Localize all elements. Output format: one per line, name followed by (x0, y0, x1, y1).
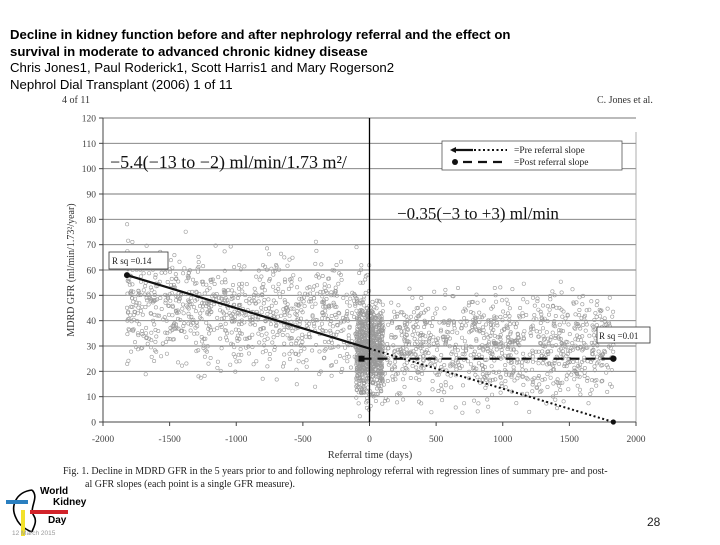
svg-text:90: 90 (87, 191, 97, 201)
paper-title-line2: survival in moderate to advanced chronic… (10, 43, 368, 59)
svg-text:1500: 1500 (560, 435, 579, 445)
svg-text:-1500: -1500 (159, 435, 181, 445)
svg-text:-2000: -2000 (92, 435, 114, 445)
caption-line1: Fig. 1. Decline in MDRD GFR in the 5 yea… (63, 466, 608, 477)
svg-text:Referral time (days): Referral time (days) (328, 450, 413, 461)
svg-text:=Post referral slope: =Post referral slope (514, 157, 588, 168)
svg-text:110: 110 (82, 140, 96, 150)
svg-text:-500: -500 (294, 435, 312, 445)
world-kidney-day-logo: World Kidney Day 12 March 2015 (2, 486, 92, 540)
svg-text:MDRD GFR (ml/min/1.73²/year): MDRD GFR (ml/min/1.73²/year) (66, 203, 77, 336)
svg-text:20: 20 (87, 368, 97, 378)
svg-text:R sq =0.14: R sq =0.14 (112, 256, 152, 266)
figure-caption: Fig. 1. Decline in MDRD GFR in the 5 yea… (63, 466, 663, 491)
svg-text:500: 500 (429, 435, 444, 445)
svg-text:R sq =0.01: R sq =0.01 (599, 331, 638, 341)
svg-text:−0.35(−3 to +3) ml/min: −0.35(−3 to +3) ml/min (397, 204, 559, 223)
svg-text:10: 10 (87, 393, 97, 403)
logo-text-world: World (40, 486, 69, 497)
svg-text:100: 100 (82, 165, 97, 175)
svg-text:0: 0 (367, 435, 372, 445)
page-header-left: 4 of 11 (62, 95, 90, 106)
svg-text:=Pre referral slope: =Pre referral slope (514, 145, 585, 156)
chart-axes: 0 10 20 30 40 50 60 70 80 90 100 110 120 -2000 -1500 -1… (66, 115, 646, 462)
kidney-logo-icon (6, 489, 68, 536)
svg-text:-1000: -1000 (225, 435, 247, 445)
svg-text:30: 30 (87, 343, 97, 353)
chart-legend: =Pre referral slope=Post referral slope (441, 140, 623, 171)
slide-header: Decline in kidney function before and af… (10, 27, 510, 93)
svg-text:1000: 1000 (493, 435, 512, 445)
page-header-right: C. Jones et al. (597, 95, 653, 106)
logo-date: 12 March 2015 (12, 530, 56, 537)
svg-text:2000: 2000 (627, 435, 646, 445)
paper-authors: Chris Jones1, Paul Roderick1, Scott Harr… (10, 60, 395, 75)
caption-line2: al GFR slopes (each point is a single GF… (85, 478, 295, 490)
svg-text:40: 40 (87, 317, 97, 327)
svg-text:70: 70 (87, 241, 97, 251)
chart-annotations: −5.4(−13 to −2) ml/min/1.73 m²/ −0.35(−3 … (108, 152, 651, 344)
regression-lines (123, 272, 617, 425)
slide-number: 28 (647, 515, 661, 529)
paper-citation: Nephrol Dial Transplant (2006) 1 of 11 (10, 76, 233, 92)
svg-text:60: 60 (87, 267, 97, 277)
svg-text:−5.4(−13 to −2) ml/min/1.7: −5.4(−13 to −2) ml/min/1.73 m²/ (110, 152, 347, 173)
svg-text:0: 0 (91, 419, 96, 429)
logo-text-kidney: Kidney (53, 497, 87, 508)
svg-text:50: 50 (87, 292, 97, 302)
svg-text:120: 120 (82, 115, 97, 125)
svg-text:80: 80 (87, 216, 97, 226)
paper-title-line1: Decline in kidney function before and af… (10, 27, 511, 42)
logo-text-day: Day (48, 515, 67, 526)
